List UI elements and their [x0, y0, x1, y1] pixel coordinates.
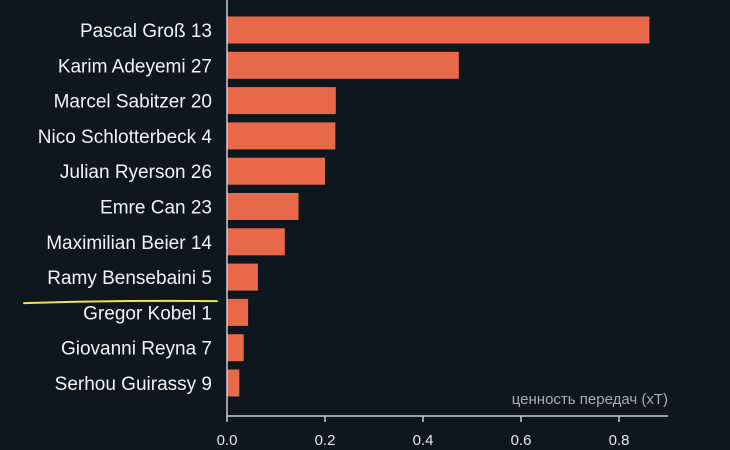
bar — [227, 157, 325, 185]
bar — [227, 16, 650, 44]
category-label: Ramy Bensebaini 5 — [47, 268, 212, 289]
x-tick-label: 0.6 — [511, 432, 532, 449]
x-tick-label: 0.0 — [217, 432, 238, 449]
bar — [227, 122, 336, 150]
x-axis-title: ценность передач (xT) — [512, 391, 668, 408]
category-label: Julian Ryerson 26 — [60, 162, 212, 183]
category-labels: Pascal Groß 13 Karim Adeyemi 27 Marcel Sab… — [38, 21, 213, 395]
category-label: Emre Can 23 — [100, 198, 212, 219]
category-label: Gregor Kobel 1 — [83, 303, 212, 324]
category-label: Nico Schlotterbeck 4 — [38, 127, 213, 148]
bar — [227, 263, 258, 291]
bar — [227, 369, 240, 397]
bar — [227, 334, 244, 362]
x-tick-label: 0.2 — [315, 432, 336, 449]
x-axis-ticks: 0.0 0.2 0.4 0.6 0.8 — [217, 416, 630, 449]
bar — [227, 51, 459, 79]
bar — [227, 298, 249, 326]
category-label: Giovanni Reyna 7 — [61, 339, 212, 360]
category-label: Serhou Guirassy 9 — [55, 374, 212, 395]
bar — [227, 193, 299, 220]
bar — [227, 228, 285, 256]
x-tick-label: 0.8 — [609, 432, 630, 449]
category-label: Pascal Groß 13 — [80, 21, 212, 42]
bars-group — [227, 16, 650, 397]
x-tick-label: 0.4 — [413, 432, 434, 449]
bar — [227, 87, 336, 115]
category-label: Marcel Sabitzer 20 — [54, 92, 212, 113]
highlight-underline — [23, 299, 218, 305]
category-label: Maximilian Beier 14 — [46, 233, 212, 254]
category-label: Karim Adeyemi 27 — [58, 56, 212, 77]
